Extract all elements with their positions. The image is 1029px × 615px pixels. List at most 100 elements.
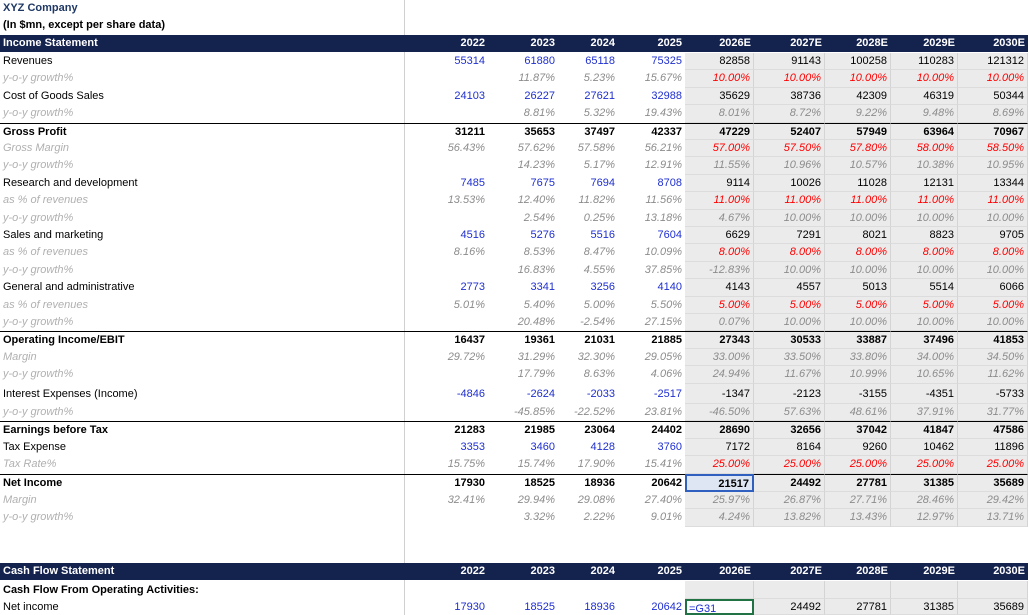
cell: -2624 <box>526 387 555 400</box>
cell: 24103 <box>454 89 485 102</box>
cell: 11.00% <box>825 192 891 210</box>
cell: 42337 <box>618 122 685 140</box>
cell: 10.00% <box>754 314 825 332</box>
cell: 4.06% <box>650 368 682 381</box>
cell: 25.00% <box>685 456 754 474</box>
cell: 27621 <box>584 89 615 102</box>
cell: 47229 <box>685 122 754 140</box>
cell: 32656 <box>754 421 825 439</box>
cell: 48.61% <box>825 403 891 422</box>
row-label: Research and development <box>3 176 138 189</box>
cell: 31385 <box>891 599 958 615</box>
cell: 4128 <box>590 440 615 453</box>
row-label: Margin <box>3 350 37 363</box>
row-label: y-o-y growth% <box>3 405 74 418</box>
cell: 29.05% <box>644 350 682 363</box>
row-label: Sales and marketing <box>3 229 104 241</box>
cell: 7485 <box>460 176 485 189</box>
cell: 57.00% <box>685 140 754 158</box>
cell: 56.43% <box>447 142 485 154</box>
cell: 24402 <box>618 421 685 439</box>
cell: 10.00% <box>958 314 1028 332</box>
cell: 26.87% <box>754 491 825 510</box>
cell <box>404 404 488 422</box>
cell: 5514 <box>891 279 958 297</box>
cell: 4143 <box>685 279 754 297</box>
cell: 12.97% <box>891 509 958 527</box>
cell: 21031 <box>558 331 618 348</box>
cell: 10.38% <box>891 157 958 175</box>
row-label: Margin <box>3 493 37 506</box>
cell: 91143 <box>754 53 825 71</box>
cell: -1347 <box>685 383 754 404</box>
cell: 31.77% <box>958 403 1028 422</box>
cell: 8.69% <box>958 105 1028 123</box>
cell: 11.67% <box>754 366 825 384</box>
cell: 37.85% <box>644 263 682 276</box>
row-label: Interest Expenses (Income) <box>3 387 138 400</box>
cell: 10.00% <box>685 70 754 88</box>
cell: 32.41% <box>447 493 485 506</box>
cell: 25.00% <box>825 456 891 474</box>
cell: 18525 <box>488 474 558 492</box>
cell: 121312 <box>958 53 1028 71</box>
cell: 8.01% <box>685 105 754 123</box>
cell: 29.08% <box>577 493 615 506</box>
cell: 61880 <box>524 55 555 67</box>
cell: 26227 <box>524 89 555 102</box>
cell: 35689 <box>958 599 1028 615</box>
cell: 5.00% <box>891 296 958 314</box>
forecast-cell <box>685 581 754 599</box>
cell: 10.00% <box>754 70 825 88</box>
cell: 58.50% <box>958 140 1028 158</box>
cell: 37.91% <box>891 403 958 422</box>
cell: 57.63% <box>754 403 825 422</box>
cell: 11.55% <box>685 157 754 175</box>
cell: 3341 <box>530 281 555 294</box>
cell: 10.00% <box>754 209 825 227</box>
cell: 18936 <box>584 601 615 613</box>
cell: 28690 <box>685 421 754 439</box>
cell: 10.00% <box>958 261 1028 280</box>
cell: 34.50% <box>958 348 1028 367</box>
year-header: 2022 <box>404 35 488 52</box>
cell: 11.00% <box>958 192 1028 210</box>
forecast-cell <box>825 581 891 599</box>
cell: 16.83% <box>517 263 555 276</box>
cell: 25.97% <box>685 491 754 510</box>
cell: 57949 <box>825 122 891 140</box>
cell: 33.50% <box>754 348 825 367</box>
cell: 13.18% <box>644 211 682 224</box>
cell: 9705 <box>958 227 1028 245</box>
cell: 10.99% <box>825 366 891 384</box>
row-label: y-o-y growth% <box>3 368 74 381</box>
row-label: Tax Expense <box>3 440 66 453</box>
cell: 11.82% <box>578 194 616 207</box>
cell: 27781 <box>825 599 891 615</box>
cell: 4.67% <box>685 209 754 227</box>
cell: 8164 <box>754 438 825 457</box>
cell: 3256 <box>590 281 615 294</box>
cell: 15.75% <box>447 458 485 471</box>
cell: 56.21% <box>644 142 682 154</box>
cell: 9.48% <box>891 105 958 123</box>
row-label: Net Income <box>0 474 404 492</box>
year-header: 2022 <box>404 563 488 580</box>
cell: 9.01% <box>650 511 682 524</box>
cell: 41847 <box>891 421 958 439</box>
cell: 6629 <box>685 227 754 245</box>
cell: 70967 <box>958 122 1028 140</box>
cell: 10.00% <box>958 70 1028 88</box>
cell: 10.96% <box>754 157 825 175</box>
cell: 7604 <box>657 229 682 241</box>
cell: 17.79% <box>517 368 555 381</box>
cell: 11028 <box>825 174 891 193</box>
row-label: y-o-y growth% <box>3 159 74 172</box>
cell: 6066 <box>958 279 1028 297</box>
cell: 47586 <box>958 421 1028 439</box>
column-divider <box>404 0 405 615</box>
cell: 34.00% <box>891 348 958 367</box>
cell: 17930 <box>404 474 488 492</box>
cell: 27.40% <box>644 493 682 506</box>
